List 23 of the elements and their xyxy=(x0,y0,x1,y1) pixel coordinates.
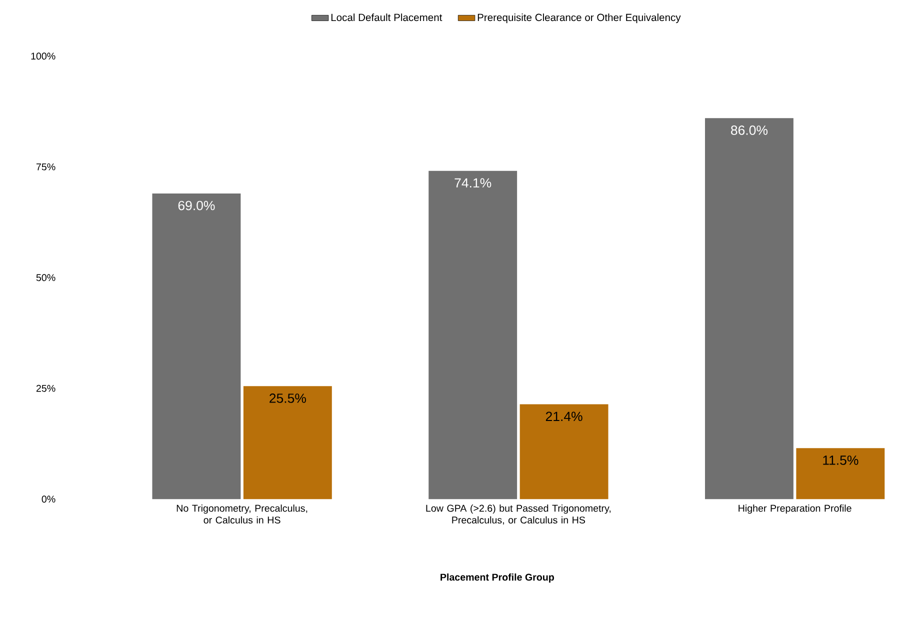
bar xyxy=(796,448,885,500)
bar xyxy=(520,404,608,500)
bar xyxy=(152,193,241,500)
y-tick-label: 50% xyxy=(36,274,56,281)
x-tick-label: No Trigonometry, Precalculus, or Calculus in HS xyxy=(176,504,308,524)
bar xyxy=(705,118,794,500)
data-label: 25.5% xyxy=(270,393,306,403)
data-label: 86.0% xyxy=(731,125,768,135)
y-tick-label: 100% xyxy=(31,52,56,60)
y-tick-label: 0% xyxy=(42,496,56,503)
data-label: 74.1% xyxy=(454,178,492,188)
y-tick-label: 25% xyxy=(36,384,56,392)
x-axis-title: Placement Profile Group xyxy=(440,573,554,583)
data-label: 69.0% xyxy=(178,200,215,210)
bar xyxy=(428,170,518,500)
y-tick-label: 75% xyxy=(36,163,56,170)
legend-label: Prerequisite Clearance or Other Equivalency xyxy=(478,13,681,24)
bar xyxy=(243,386,332,500)
legend-label: Local Default Placement xyxy=(331,13,442,22)
data-label: 11.5% xyxy=(823,455,858,465)
x-tick-label: Higher Preparation Profile xyxy=(738,504,852,514)
data-label: 21.4% xyxy=(546,412,582,421)
x-tick-label: Low GPA (>2.6) but Passed Trigonometry, Precalculus, or Calculus in HS xyxy=(426,504,611,525)
